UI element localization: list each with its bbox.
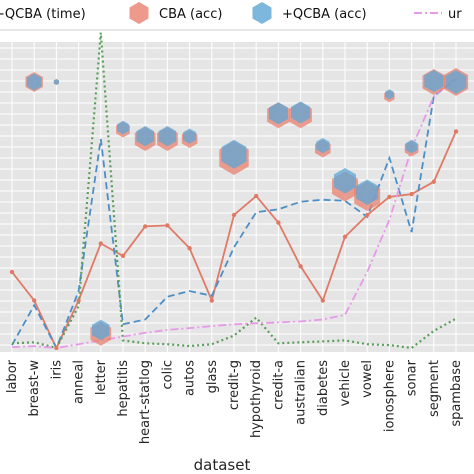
accuracy-hexagon (268, 102, 288, 125)
x-tick-label: credit-a (271, 360, 286, 410)
accuracy-hexagon (356, 179, 379, 205)
legend-label: CBA (acc) (159, 7, 222, 22)
point-marker (342, 234, 348, 240)
series-markers (9, 68, 469, 351)
x-tick-label: segment (427, 360, 442, 417)
legend-item: +QCBA (acc) (252, 2, 367, 24)
x-tick-label: vehicle (338, 360, 353, 406)
x-tick-label: sonar (405, 359, 420, 396)
point-marker (165, 223, 170, 228)
x-tick-label: iris (49, 360, 64, 380)
legend-hexagon (252, 2, 272, 24)
legend: +QCBA (time) CBA (acc) +QCBA (acc) ur (0, 0, 474, 31)
accuracy-hexagon (136, 126, 154, 147)
accuracy-hexagon (385, 89, 394, 100)
series-line-dotted (11, 32, 457, 350)
point-marker (431, 179, 436, 184)
accuracy-hexagon (117, 120, 129, 135)
accuracy-hexagon (445, 70, 467, 94)
legend-item: ur (414, 7, 462, 22)
point-marker (387, 194, 392, 200)
x-tick-label: diabetes (316, 360, 331, 416)
x-tick-label: australian (294, 360, 309, 425)
accuracy-hexagon (316, 138, 330, 154)
point-marker (209, 298, 214, 303)
accuracy-hexagon (291, 101, 311, 124)
accuracy-hexagon (424, 70, 444, 93)
legend-label: +QCBA (time) (0, 7, 86, 22)
legend-label: ur (448, 7, 462, 22)
series-line-dashed (11, 78, 457, 351)
x-tick-label: labor (5, 359, 20, 393)
x-tick-label: ionosphere (382, 360, 397, 432)
accuracy-hexagon (334, 168, 356, 194)
x-tick-label: letter (94, 359, 109, 395)
legend-hexagon (129, 2, 149, 24)
x-tick-labels: labor breast-w iris anneal letter hepatitis he… (5, 359, 464, 444)
x-axis-title: dataset (194, 456, 251, 474)
legend-item: CBA (acc) (129, 2, 222, 24)
accuracy-hexagon (183, 128, 197, 144)
plot-area (0, 42, 474, 352)
x-tick-label: glass (205, 360, 220, 394)
point-marker (254, 193, 259, 199)
point-marker (32, 298, 37, 303)
x-tick-label: spambase (449, 360, 464, 427)
point-marker (276, 220, 281, 225)
x-tick-label: credit-g (227, 360, 242, 410)
accuracy-hexagon (92, 319, 110, 341)
accuracy-hexagon (221, 139, 247, 169)
x-tick-label: hypothyroid (249, 360, 264, 438)
accuracy-hexagon (26, 73, 42, 91)
point-marker (409, 191, 414, 197)
point-marker (453, 129, 459, 134)
point-marker (76, 298, 81, 303)
point-marker (54, 345, 59, 351)
point-marker (298, 264, 303, 269)
x-tick-label: breast-w (27, 360, 42, 417)
point-marker (143, 224, 148, 229)
x-tick-label: vowel (360, 360, 375, 398)
x-tick-label: heart-statlog (138, 360, 153, 444)
legend-label: +QCBA (acc) (282, 7, 367, 22)
x-tick-label: autos (183, 360, 198, 396)
point-marker (365, 212, 370, 218)
point-marker (98, 241, 104, 246)
point-marker (187, 246, 192, 251)
legend-item: +QCBA (time) (0, 7, 86, 22)
x-tick-label: hepatitis (116, 360, 131, 417)
accuracy-hexagon (158, 126, 177, 147)
x-tick-label: anneal (72, 360, 87, 404)
accuracy-hexagon (53, 79, 59, 85)
x-tick-label: colic (160, 360, 175, 389)
point-marker (9, 269, 15, 275)
point-marker (320, 298, 325, 303)
point-marker (120, 253, 126, 259)
accuracy-hexagon (405, 139, 418, 154)
point-marker (231, 212, 237, 218)
series-line-dashdot (11, 76, 457, 349)
legend-frame (0, 0, 474, 31)
